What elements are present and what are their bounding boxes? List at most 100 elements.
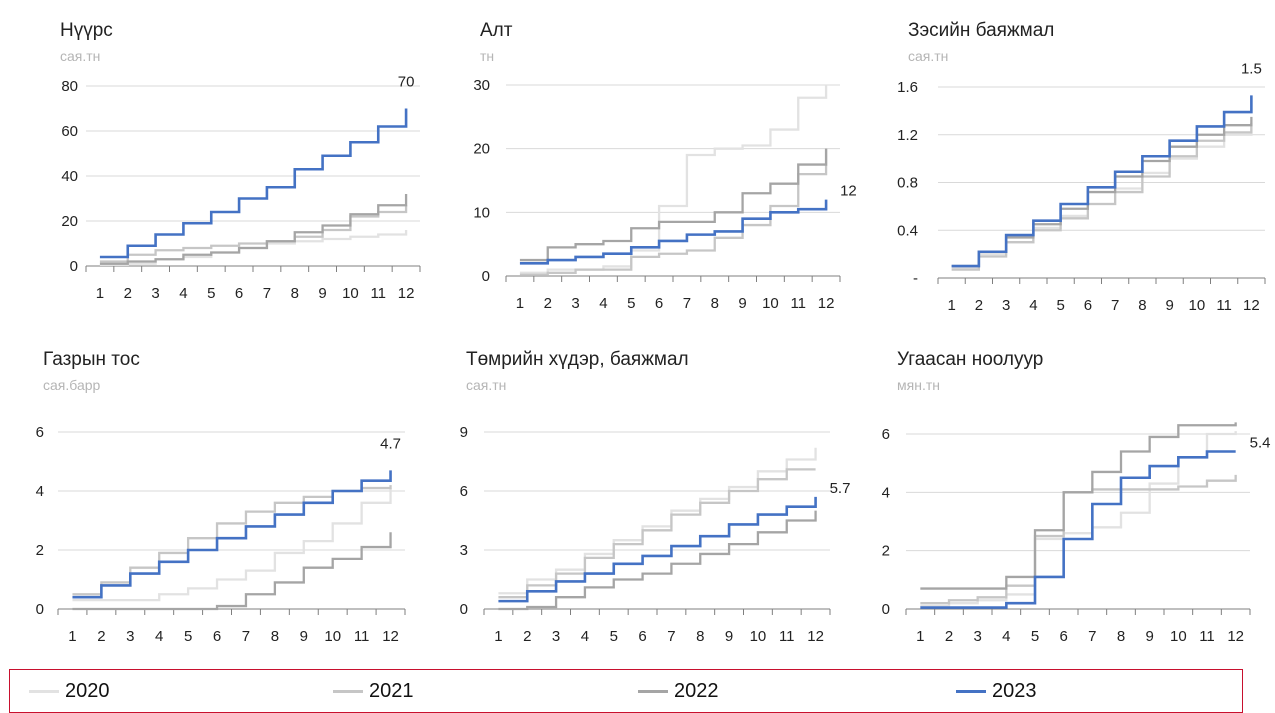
- x-tick-label: 1: [516, 295, 524, 312]
- x-tick-label: 11: [1199, 628, 1215, 645]
- x-tick-label: 7: [667, 628, 675, 645]
- x-tick-label: 2: [945, 628, 953, 645]
- series-line-2021: [519, 148, 828, 276]
- x-tick-label: 8: [696, 628, 704, 645]
- x-tick-label: 10: [762, 295, 779, 312]
- x-tick-label: 9: [725, 628, 733, 645]
- series-line-2021: [951, 122, 1253, 271]
- x-tick-label: 8: [291, 285, 299, 302]
- x-tick-label: 3: [151, 285, 159, 302]
- x-tick-label: 11: [790, 295, 806, 312]
- y-tick-label: 4: [882, 484, 890, 501]
- x-tick-label: 11: [370, 285, 386, 302]
- legend-swatch-2020: [29, 689, 59, 693]
- x-tick-label: 12: [1227, 628, 1244, 645]
- x-tick-label: 11: [1216, 297, 1232, 314]
- x-tick-label: 4: [155, 628, 163, 645]
- x-tick-label: 1: [96, 285, 104, 302]
- x-tick-label: 3: [1002, 297, 1010, 314]
- x-tick-label: 3: [126, 628, 134, 645]
- x-tick-label: 4: [599, 295, 607, 312]
- x-tick-label: 1: [916, 628, 924, 645]
- x-tick-label: 2: [97, 628, 105, 645]
- x-tick-label: 8: [271, 628, 279, 645]
- x-tick-label: 10: [750, 628, 767, 645]
- x-tick-label: 12: [818, 295, 835, 312]
- x-tick-label: 2: [544, 295, 552, 312]
- chart-title: Зэсийн баяжмал: [908, 20, 1054, 41]
- y-tick-label: 2: [36, 542, 44, 559]
- y-tick-label: 30: [473, 77, 490, 94]
- x-tick-label: 12: [382, 628, 399, 645]
- end-value-label: 5.7: [830, 480, 851, 497]
- chart-title: Төмрийн хүдэр, баяжмал: [466, 349, 689, 370]
- x-tick-label: 10: [324, 628, 341, 645]
- x-tick-label: 5: [627, 295, 635, 312]
- y-tick-label: 0: [70, 258, 78, 275]
- y-tick-label: 6: [882, 426, 890, 443]
- chart-title: Алт: [480, 20, 513, 41]
- legend-item-2020: 2020: [29, 670, 110, 712]
- legend-label-2020: 2020: [65, 679, 110, 702]
- legend-item-2022: 2022: [638, 670, 719, 712]
- chart-title: Угаасан ноолуур: [897, 349, 1043, 370]
- end-value-label: 1.5: [1241, 60, 1262, 77]
- legend-item-2023: 2023: [956, 670, 1037, 712]
- x-tick-label: 5: [1031, 628, 1039, 645]
- series-line-2023: [920, 450, 1236, 609]
- y-tick-label: 9: [460, 424, 468, 441]
- chart-unit: мян.тн: [897, 377, 940, 393]
- x-tick-label: 6: [1059, 628, 1067, 645]
- x-tick-label: 5: [1056, 297, 1064, 314]
- chart-unit: сая.тн: [60, 48, 100, 64]
- x-tick-label: 3: [973, 628, 981, 645]
- x-tick-label: 9: [1165, 297, 1173, 314]
- x-tick-label: 9: [1145, 628, 1153, 645]
- x-tick-label: 1: [947, 297, 955, 314]
- chart-title: Нүүрс: [60, 20, 113, 41]
- series-line-2023: [951, 95, 1253, 268]
- y-tick-label: 40: [61, 168, 78, 185]
- x-tick-label: 8: [1138, 297, 1146, 314]
- x-tick-label: 2: [523, 628, 531, 645]
- x-tick-label: 2: [975, 297, 983, 314]
- y-tick-label: 0: [460, 601, 468, 618]
- legend-item-2021: 2021: [333, 670, 414, 712]
- y-tick-label: 4: [36, 483, 44, 500]
- y-tick-label: 3: [460, 542, 468, 559]
- series-line-2023: [498, 496, 817, 603]
- chart-unit: сая.барр: [43, 377, 101, 393]
- x-tick-label: 6: [1084, 297, 1092, 314]
- x-tick-label: 7: [263, 285, 271, 302]
- x-tick-label: 11: [354, 628, 370, 645]
- x-tick-label: 8: [1117, 628, 1125, 645]
- legend-label-2023: 2023: [992, 679, 1037, 702]
- x-tick-label: 1: [68, 628, 76, 645]
- x-tick-label: 9: [738, 295, 746, 312]
- x-tick-label: 7: [1088, 628, 1096, 645]
- series-line-2021: [72, 485, 392, 596]
- end-value-label: 12: [840, 183, 857, 200]
- x-tick-label: 6: [655, 295, 663, 312]
- legend-swatch-2021: [333, 689, 363, 693]
- x-tick-label: 7: [242, 628, 250, 645]
- legend-label-2022: 2022: [674, 679, 719, 702]
- series-line-2022: [498, 510, 817, 611]
- series-line-2020: [498, 447, 817, 595]
- series-line-2022: [72, 532, 392, 611]
- x-tick-label: 10: [1170, 628, 1187, 645]
- x-tick-label: 4: [179, 285, 187, 302]
- legend-swatch-2023: [956, 689, 986, 693]
- x-tick-label: 6: [235, 285, 243, 302]
- x-tick-label: 3: [552, 628, 560, 645]
- legend-swatch-2022: [638, 689, 668, 693]
- x-tick-label: 6: [213, 628, 221, 645]
- x-tick-label: 3: [571, 295, 579, 312]
- y-tick-label: 0: [36, 601, 44, 618]
- end-value-label: 4.7: [380, 435, 401, 452]
